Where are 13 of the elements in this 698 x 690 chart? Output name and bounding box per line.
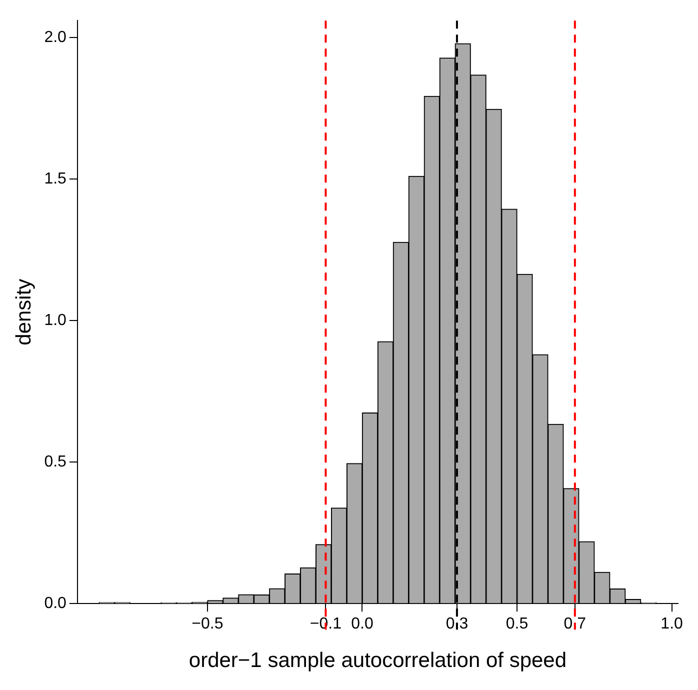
- x-tick-label: 1.0: [660, 616, 684, 633]
- x-axis-title: order−1 sample autocorrelation of speed: [188, 649, 567, 672]
- x-tick-label: 0.5: [506, 616, 528, 633]
- y-tick-label: 1.5: [44, 170, 67, 188]
- y-tick-label: 2.0: [44, 28, 67, 46]
- x-tick-label: −0.5: [192, 616, 224, 633]
- x-tick-label: 0.0: [351, 616, 374, 633]
- y-tick-label: 0.5: [44, 454, 67, 470]
- y-axis-title: density: [12, 278, 36, 346]
- y-tick-label: 1.0: [44, 312, 67, 329]
- y-tick-label: 0.0: [44, 595, 67, 612]
- x-tick-label: 0.3: [446, 616, 468, 633]
- x-tick-label: 0.7: [564, 616, 586, 633]
